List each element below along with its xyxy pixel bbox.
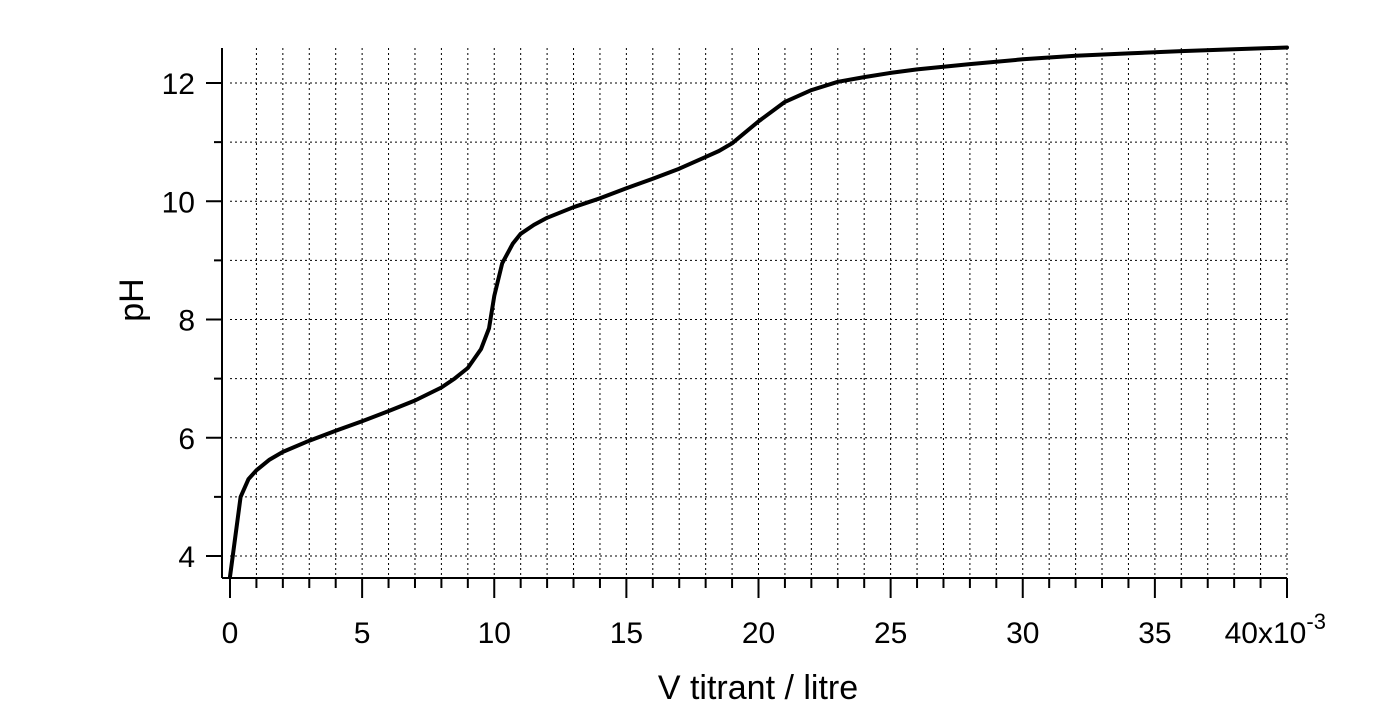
ph-curve <box>228 45 1289 579</box>
y-tick-label: 8 <box>178 305 195 338</box>
y-tick-label: 6 <box>178 423 195 456</box>
x-axis-multiplier-exponent: -3 <box>1306 609 1326 634</box>
x-tick-label: 10 <box>478 617 511 650</box>
x-tick-label: 30 <box>1006 617 1039 650</box>
tick-marks <box>206 82 1288 598</box>
x-axis-multiplier: x10-3 <box>1258 609 1326 650</box>
y-tick-label: 4 <box>178 541 195 574</box>
x-tick-label: 20 <box>742 617 775 650</box>
x-axis-multiplier-base: x10 <box>1258 617 1306 650</box>
y-tick-label: 10 <box>162 186 195 219</box>
tick-labels: 0 5 10 15 20 25 30 35 40 4 6 8 10 12 <box>162 68 1258 650</box>
x-axis-title: V titrant / litre <box>658 669 858 707</box>
x-tick-label: 25 <box>874 617 907 650</box>
y-tick-label: 12 <box>162 68 195 101</box>
y-axis-title: pH <box>113 278 151 321</box>
x-tick-label: 5 <box>354 617 371 650</box>
x-tick-label: 0 <box>222 617 239 650</box>
grid-lines <box>230 48 1288 578</box>
x-tick-label: 40 <box>1225 617 1258 650</box>
axes <box>221 48 1287 579</box>
x-tick-label: 35 <box>1138 617 1171 650</box>
x-tick-label: 15 <box>610 617 643 650</box>
